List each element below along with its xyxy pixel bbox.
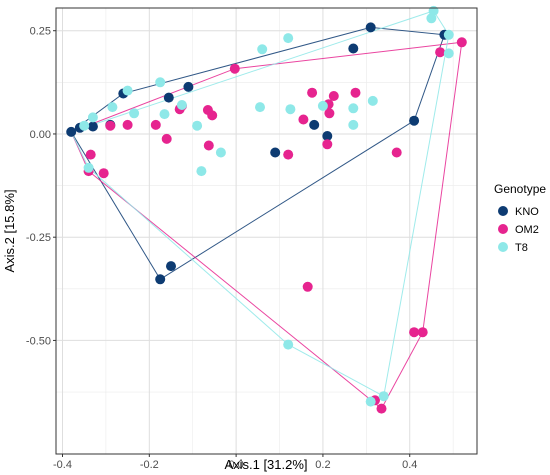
plot-border: [55, 7, 478, 455]
point-t8: [283, 339, 294, 350]
y-tick-label: -0.50: [26, 335, 51, 347]
point-t8: [257, 44, 268, 55]
scatter-points: [66, 5, 467, 414]
point-kno: [322, 131, 333, 141]
x-tick-label: -0.4: [53, 459, 72, 471]
point-om2: [203, 140, 214, 151]
x-axis-ticks: -0.4 -0.2 0.0 0.2 0.4: [53, 454, 417, 471]
x-tick-label: 0.0: [228, 459, 243, 471]
point-om2: [391, 147, 402, 158]
legend-label-kno: KNO: [515, 206, 539, 218]
x-tick-label: 0.4: [402, 459, 417, 471]
point-om2: [322, 139, 333, 150]
point-om2: [298, 114, 309, 125]
point-kno: [409, 115, 420, 126]
point-t8: [285, 104, 296, 115]
point-om2: [307, 87, 318, 98]
point-t8: [176, 100, 187, 110]
point-t8: [159, 109, 170, 120]
point-om2: [283, 149, 294, 160]
point-t8: [348, 103, 359, 114]
point-t8: [215, 147, 226, 158]
point-kno: [183, 81, 194, 92]
grid-minor: [56, 8, 477, 454]
point-t8: [283, 33, 294, 44]
point-om2: [207, 110, 218, 121]
point-om2: [324, 108, 335, 119]
point-om2: [105, 120, 116, 131]
x-axis-title: Axis.1 [31.2%]: [224, 457, 307, 472]
point-t8: [155, 77, 166, 88]
point-t8: [83, 162, 94, 173]
point-om2: [150, 119, 161, 130]
point-om2: [161, 133, 172, 144]
point-t8: [107, 102, 118, 113]
point-t8: [255, 102, 265, 113]
legend-key-om2: [498, 224, 508, 234]
point-t8: [443, 29, 454, 40]
legend: Genotype KNO OM2 T8: [494, 182, 546, 254]
legend-label-t8: T8: [515, 242, 528, 254]
point-om2: [302, 281, 313, 292]
y-tick-label: 0.25: [30, 26, 51, 38]
point-t8: [443, 48, 454, 59]
point-om2: [409, 327, 420, 338]
grid-major: [56, 8, 477, 454]
point-t8: [79, 120, 90, 131]
point-t8: [365, 396, 376, 407]
point-om2: [376, 403, 387, 414]
point-om2: [98, 168, 109, 179]
y-axis-title: Axis.2 [15.8%]: [2, 189, 17, 272]
point-t8: [129, 108, 140, 119]
point-t8: [196, 166, 207, 177]
y-tick-label: -0.25: [26, 232, 51, 244]
point-kno: [87, 121, 98, 132]
point-om2: [122, 119, 133, 130]
point-om2: [435, 47, 446, 58]
legend-key-kno: [498, 206, 508, 216]
point-t8: [426, 13, 437, 24]
point-om2: [456, 37, 467, 48]
point-om2: [417, 327, 428, 338]
point-t8: [192, 120, 203, 131]
point-t8: [317, 100, 328, 111]
legend-label-om2: OM2: [515, 224, 539, 236]
point-om2: [85, 149, 96, 160]
x-tick-label: -0.2: [140, 459, 159, 471]
point-kno: [270, 147, 281, 158]
legend-key-t8: [498, 242, 508, 252]
y-axis-ticks: 0.25 0.00 -0.25 -0.50: [26, 26, 56, 347]
point-t8: [348, 119, 359, 130]
point-kno: [309, 119, 320, 130]
point-om2: [328, 91, 339, 101]
legend-title: Genotype: [494, 182, 546, 196]
point-kno: [365, 22, 376, 33]
point-kno: [163, 92, 174, 103]
point-kno: [66, 126, 77, 137]
plot-area: [55, 5, 478, 455]
point-t8: [122, 85, 133, 96]
point-kno: [348, 43, 359, 54]
point-kno: [166, 261, 176, 272]
point-kno: [155, 274, 166, 285]
legend-items: KNO OM2 T8: [498, 206, 539, 254]
point-t8: [367, 95, 378, 106]
point-om2: [350, 87, 361, 98]
x-tick-label: 0.2: [315, 459, 330, 471]
y-tick-label: 0.00: [30, 129, 51, 141]
point-om2: [229, 63, 240, 74]
point-t8: [378, 391, 389, 402]
point-t8: [87, 112, 98, 123]
